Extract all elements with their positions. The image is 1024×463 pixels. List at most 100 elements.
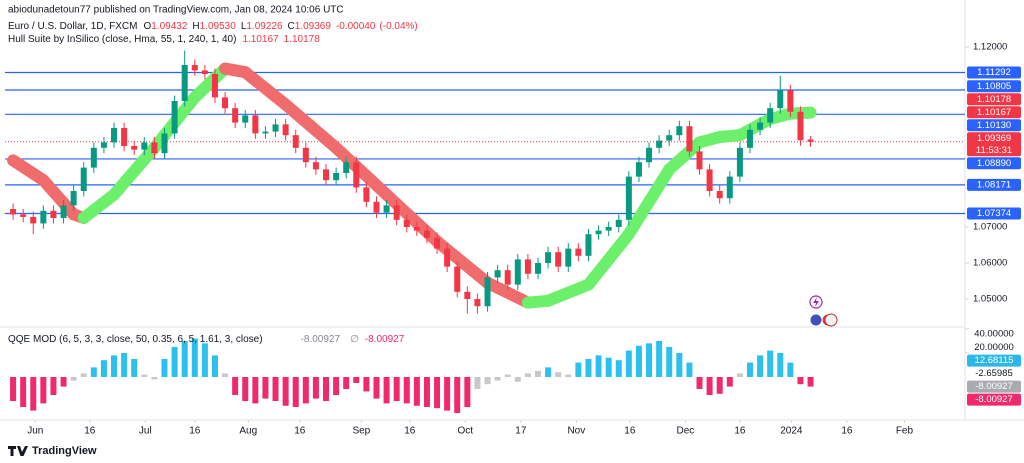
ohlc-value: 1.09369 xyxy=(295,21,332,32)
candle-body xyxy=(494,270,501,278)
level-label-box xyxy=(967,157,1021,170)
qqe-bar xyxy=(504,374,511,377)
qqe-bar xyxy=(444,376,451,411)
candle-body xyxy=(454,266,461,292)
candle-body xyxy=(484,277,491,307)
candle-body xyxy=(777,90,784,109)
candle-body xyxy=(292,135,299,148)
qqe-bar xyxy=(454,376,461,413)
candle-body xyxy=(141,142,148,150)
qqe-tick-label: 20.00000 xyxy=(974,342,1014,353)
hull-lag-label-box xyxy=(967,106,1021,119)
qqe-bar xyxy=(393,376,400,401)
qqe-bar xyxy=(80,373,87,377)
x-tick-label: 16 xyxy=(624,426,636,437)
candle-body xyxy=(373,201,380,213)
candle-body xyxy=(201,70,208,74)
qqe-bar xyxy=(464,376,471,407)
candle-body xyxy=(60,205,67,219)
candle-body xyxy=(302,147,309,163)
qqe-bar xyxy=(696,376,703,389)
hull-band xyxy=(77,188,121,225)
qqe-bar xyxy=(514,376,521,382)
candle-body xyxy=(736,147,743,177)
qqe-hist-label: -8.00927 xyxy=(975,394,1013,405)
candle-body xyxy=(605,227,612,231)
current-price-label: 11:53:31 xyxy=(976,145,1012,156)
qqe-bar xyxy=(545,367,552,377)
qqe-bar xyxy=(595,355,602,377)
candle-body xyxy=(716,190,723,199)
change-percent: (-0.04%) xyxy=(379,21,417,32)
level-label: 1.10130 xyxy=(977,120,1011,131)
candle-body xyxy=(232,108,239,123)
ohlc-label: O xyxy=(143,21,151,32)
candle-body xyxy=(555,252,562,267)
hull-band xyxy=(431,235,494,289)
candle-body xyxy=(746,129,753,148)
hull-band xyxy=(7,154,50,187)
hull-value: 1.10178 xyxy=(284,34,321,45)
qqe-bar xyxy=(191,338,198,377)
candle-body xyxy=(403,219,410,228)
qqe-bar xyxy=(413,376,420,406)
qqe-bar xyxy=(100,360,107,377)
candle-body xyxy=(50,210,57,219)
hull-band xyxy=(622,163,676,241)
level-label: 1.08890 xyxy=(977,158,1011,169)
qqe-bar xyxy=(434,376,441,409)
candle-body xyxy=(151,142,158,154)
flag-icon[interactable] xyxy=(809,313,823,327)
qqe-bar xyxy=(575,362,582,377)
candle-body xyxy=(524,259,531,274)
qqe-tick-label: 40.00000 xyxy=(974,329,1014,340)
candle-body xyxy=(80,167,87,191)
publisher-note: abiodunadetoun77 published on TradingVie… xyxy=(8,5,344,16)
candle-body xyxy=(666,135,673,141)
qqe-line-label-box xyxy=(967,380,1021,393)
qqe-bar xyxy=(90,367,97,377)
candle-body xyxy=(413,227,420,231)
axis-layer: 1.12000 1.07000 1.06000 1.05000 1.11292 1.108… xyxy=(27,42,1021,437)
qqe-bar xyxy=(646,343,653,377)
ohlc-value: 1.09530 xyxy=(200,21,237,32)
candle-body xyxy=(474,299,481,307)
candle-body xyxy=(222,97,229,109)
qqe-bar xyxy=(605,357,612,377)
qqe-bar xyxy=(524,373,531,377)
qqe-bar xyxy=(302,376,309,404)
hull-band xyxy=(239,66,292,111)
candle-body xyxy=(504,270,511,285)
qqe-bar xyxy=(60,376,67,387)
hull-band xyxy=(188,62,232,104)
candle-body xyxy=(797,111,804,141)
hull-band xyxy=(663,136,706,176)
candle-body xyxy=(545,252,552,264)
hull-legend: Hull Suite by InSilico (close, Hma, 55, … xyxy=(8,34,320,45)
event-icon-glyph xyxy=(813,297,819,307)
y-tick-label: 1.07000 xyxy=(973,222,1007,233)
qqe-bar xyxy=(767,350,774,377)
level-label-box xyxy=(967,178,1021,191)
levels-layer xyxy=(5,71,965,215)
level-label: 1.08171 xyxy=(977,179,1011,190)
brand-mark xyxy=(8,446,28,456)
x-tick-label: Jun xyxy=(27,426,43,437)
qqe-bar xyxy=(807,376,814,387)
qqe-bar xyxy=(423,376,430,407)
x-tick-label: 2024 xyxy=(780,426,803,437)
flag-icon[interactable] xyxy=(824,313,838,327)
qqe-bar xyxy=(131,358,138,377)
candle-body xyxy=(423,230,430,238)
qqe-bar xyxy=(30,376,37,411)
qqe-bar xyxy=(686,362,693,377)
qqe-bar xyxy=(242,376,249,401)
x-tick-label: Oct xyxy=(458,426,474,437)
candle-body xyxy=(252,115,259,134)
x-tick-label: 16 xyxy=(84,426,96,437)
qqe-bar xyxy=(555,372,562,377)
candle-body xyxy=(40,210,47,224)
x-tick-label: Jul xyxy=(139,426,152,437)
candle-body xyxy=(726,176,733,199)
qqe-bar xyxy=(666,346,673,377)
